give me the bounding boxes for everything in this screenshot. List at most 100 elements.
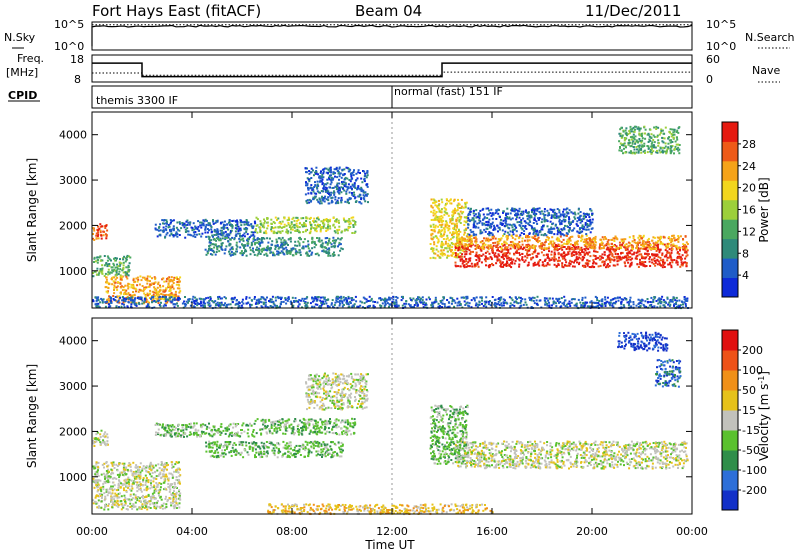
power-cell bbox=[539, 246, 542, 249]
power-cell bbox=[643, 245, 646, 248]
power-cell bbox=[590, 240, 593, 243]
power-cell bbox=[169, 287, 172, 290]
power-cell bbox=[289, 240, 292, 243]
power-cell bbox=[124, 293, 127, 295]
power-cell bbox=[488, 224, 491, 227]
power-cell bbox=[587, 228, 590, 231]
power-cell bbox=[488, 209, 491, 212]
power-cell bbox=[232, 219, 235, 222]
power-cell bbox=[470, 207, 472, 210]
power-cell bbox=[332, 186, 335, 189]
power-cell bbox=[120, 286, 123, 289]
power-cell bbox=[126, 254, 129, 257]
power-cell bbox=[162, 277, 165, 280]
power-cell bbox=[124, 260, 127, 263]
power-cell bbox=[486, 223, 489, 226]
power-cell bbox=[481, 302, 483, 305]
power-cell bbox=[443, 210, 446, 213]
power-cell bbox=[528, 216, 531, 219]
power-cell bbox=[357, 169, 360, 172]
power-cell bbox=[510, 297, 513, 300]
power-cell bbox=[591, 212, 594, 215]
power-cell bbox=[490, 223, 493, 225]
power-cell bbox=[657, 139, 660, 142]
power-cell bbox=[235, 250, 237, 253]
power-cell bbox=[293, 226, 296, 229]
power-cell bbox=[460, 205, 463, 208]
power-cell bbox=[320, 300, 323, 303]
power-cell bbox=[678, 257, 681, 260]
power-cell bbox=[492, 244, 495, 247]
power-cell bbox=[533, 227, 536, 230]
power-cell bbox=[673, 133, 676, 136]
power-cell bbox=[463, 264, 466, 267]
power-cell bbox=[607, 243, 610, 246]
power-cell bbox=[653, 243, 655, 246]
power-cell bbox=[314, 253, 317, 256]
power-cell bbox=[436, 236, 439, 239]
power-cell bbox=[672, 245, 675, 248]
power-cell bbox=[464, 253, 467, 256]
power-cell bbox=[592, 247, 595, 250]
power-cell bbox=[666, 256, 669, 259]
power-cell bbox=[624, 249, 627, 251]
power-cell bbox=[569, 236, 572, 238]
power-cell bbox=[349, 197, 352, 200]
power-cell bbox=[640, 247, 643, 250]
power-cell bbox=[641, 242, 644, 245]
power-cell bbox=[543, 247, 546, 250]
power-cell bbox=[359, 172, 361, 174]
power-cell bbox=[567, 242, 570, 245]
power-cell bbox=[544, 233, 547, 235]
power-cell bbox=[280, 298, 282, 301]
power-cell bbox=[626, 301, 629, 304]
power-cell bbox=[436, 241, 439, 244]
power-cell bbox=[529, 298, 531, 301]
power-cell bbox=[541, 261, 544, 264]
power-cell bbox=[549, 208, 552, 211]
power-cell bbox=[579, 247, 582, 250]
power-cell bbox=[243, 221, 245, 224]
power-cell bbox=[191, 229, 194, 232]
power-cell bbox=[343, 178, 346, 181]
power-cell bbox=[154, 223, 157, 226]
power-cell bbox=[568, 227, 571, 229]
power-cell bbox=[261, 225, 264, 228]
power-cell bbox=[555, 216, 558, 219]
power-cell bbox=[309, 221, 311, 224]
power-cell bbox=[141, 276, 144, 279]
power-cell bbox=[171, 219, 174, 222]
power-cell bbox=[430, 234, 433, 237]
power-cell bbox=[384, 300, 386, 303]
power-cell bbox=[282, 251, 284, 254]
power-cell bbox=[591, 218, 594, 221]
power-cell bbox=[584, 249, 587, 252]
power-cell bbox=[642, 264, 645, 267]
power-cell bbox=[603, 253, 606, 256]
power-cell bbox=[154, 228, 157, 231]
power-cell bbox=[295, 250, 298, 253]
power-cell bbox=[159, 229, 162, 232]
power-cell bbox=[459, 248, 461, 251]
power-cell bbox=[447, 200, 450, 203]
power-cell bbox=[487, 237, 490, 240]
power-cell bbox=[227, 228, 230, 231]
power-cell bbox=[609, 249, 612, 252]
power-cell bbox=[372, 300, 375, 303]
power-cell bbox=[488, 232, 491, 235]
power-cell bbox=[577, 208, 580, 211]
power-cell bbox=[143, 276, 146, 279]
power-cell bbox=[139, 298, 142, 300]
power-cell bbox=[330, 179, 333, 182]
power-cell bbox=[506, 248, 509, 251]
power-cell bbox=[515, 208, 518, 211]
power-cell bbox=[562, 215, 565, 218]
power-cell bbox=[558, 220, 561, 223]
power-cell bbox=[98, 227, 101, 230]
power-cell bbox=[581, 238, 584, 241]
power-cell bbox=[163, 219, 165, 222]
power-cell bbox=[334, 231, 337, 234]
power-cell bbox=[250, 234, 253, 237]
power-cell bbox=[565, 234, 568, 237]
power-cell bbox=[130, 303, 133, 306]
